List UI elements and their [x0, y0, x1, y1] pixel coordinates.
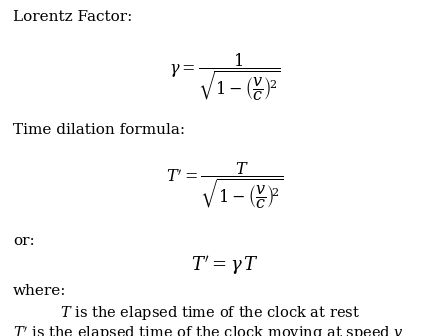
- Text: $\gamma = \dfrac{1}{\sqrt{1-\left(\dfrac{v}{c}\right)^{\!2}}}$: $\gamma = \dfrac{1}{\sqrt{1-\left(\dfrac…: [169, 52, 280, 104]
- Text: Lorentz Factor:: Lorentz Factor:: [13, 10, 132, 24]
- Text: where:: where:: [13, 284, 67, 298]
- Text: Time dilation formula:: Time dilation formula:: [13, 123, 185, 137]
- Text: $T$ is the elapsed time of the clock at rest: $T$ is the elapsed time of the clock at …: [60, 304, 361, 322]
- Text: $T^{\prime} =\gamma\, T$: $T^{\prime} =\gamma\, T$: [191, 254, 259, 277]
- Text: $T^{\prime}$ is the elapsed time of the clock moving at speed $v$: $T^{\prime}$ is the elapsed time of the …: [13, 324, 404, 336]
- Text: or:: or:: [13, 234, 35, 248]
- Text: $T^{\prime} = \dfrac{T}{\sqrt{1-\left(\dfrac{v}{c}\right)^{\!2}}}$: $T^{\prime} = \dfrac{T}{\sqrt{1-\left(\d…: [166, 161, 283, 212]
